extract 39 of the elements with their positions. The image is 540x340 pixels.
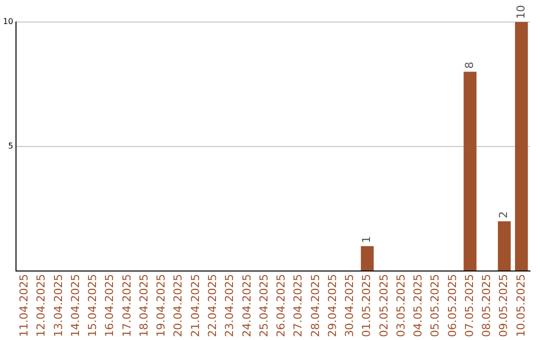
x-tick-label: 11.04.2025 — [18, 274, 31, 338]
x-tick-label: 03.05.2025 — [394, 274, 408, 338]
bar — [360, 246, 374, 271]
bar — [464, 72, 476, 271]
x-tick-label: 07.05.2025 — [462, 274, 476, 338]
bar — [515, 22, 528, 271]
x-tick-label: 30.04.2025 — [343, 274, 356, 338]
data-label: 8 — [462, 62, 476, 69]
x-tick-label: 29.04.2025 — [326, 274, 339, 338]
x-tick-label: 16.04.2025 — [103, 274, 116, 338]
x-tick-label: 13.04.2025 — [52, 274, 65, 338]
x-tick-label: 22.04.2025 — [206, 274, 220, 338]
x-tick-label: 14.04.2025 — [68, 274, 82, 338]
x-tick-label: 10.05.2025 — [514, 274, 528, 338]
x-tick-label: 27.04.2025 — [292, 274, 305, 338]
bar — [498, 221, 511, 271]
x-tick-label: 17.04.2025 — [120, 274, 134, 338]
data-label: 10 — [514, 5, 528, 19]
x-tick-label: 24.04.2025 — [240, 274, 254, 338]
x-tick-label: 25.04.2025 — [257, 274, 270, 338]
x-tick-label: 18.04.2025 — [137, 274, 150, 338]
x-tick-label: 28.04.2025 — [308, 274, 322, 338]
x-tick-label: 12.04.2025 — [34, 274, 48, 338]
x-tick-label: 15.04.2025 — [86, 274, 100, 338]
x-tick-label: 06.05.2025 — [446, 274, 459, 338]
x-tick-label: 26.04.2025 — [274, 274, 288, 338]
y-tick-label: 5 — [8, 142, 14, 151]
x-tick-label: 08.05.2025 — [480, 274, 494, 338]
data-label: 2 — [497, 211, 510, 218]
x-tick-label: 19.04.2025 — [154, 274, 168, 338]
data-label: 1 — [360, 236, 374, 244]
x-tick-label: 20.04.2025 — [172, 274, 185, 338]
x-tick-label: 04.05.2025 — [412, 274, 425, 338]
x-tick-label: 02.05.2025 — [377, 274, 390, 338]
x-tick-label: 05.05.2025 — [428, 274, 442, 338]
x-tick-label: 23.04.2025 — [223, 274, 236, 338]
x-tick-label: 21.04.2025 — [188, 274, 202, 338]
x-tick-label: 09.05.2025 — [497, 274, 510, 338]
x-tick-label: 01.05.2025 — [360, 274, 374, 338]
